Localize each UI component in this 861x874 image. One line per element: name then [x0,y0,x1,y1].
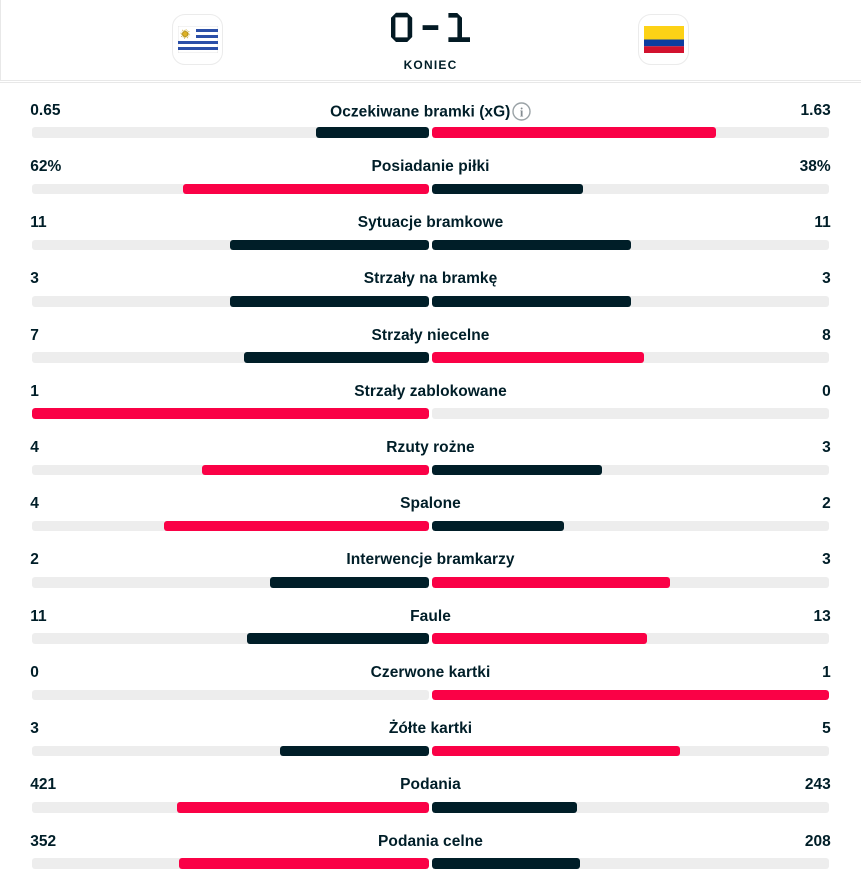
svg-text:i: i [520,105,524,119]
